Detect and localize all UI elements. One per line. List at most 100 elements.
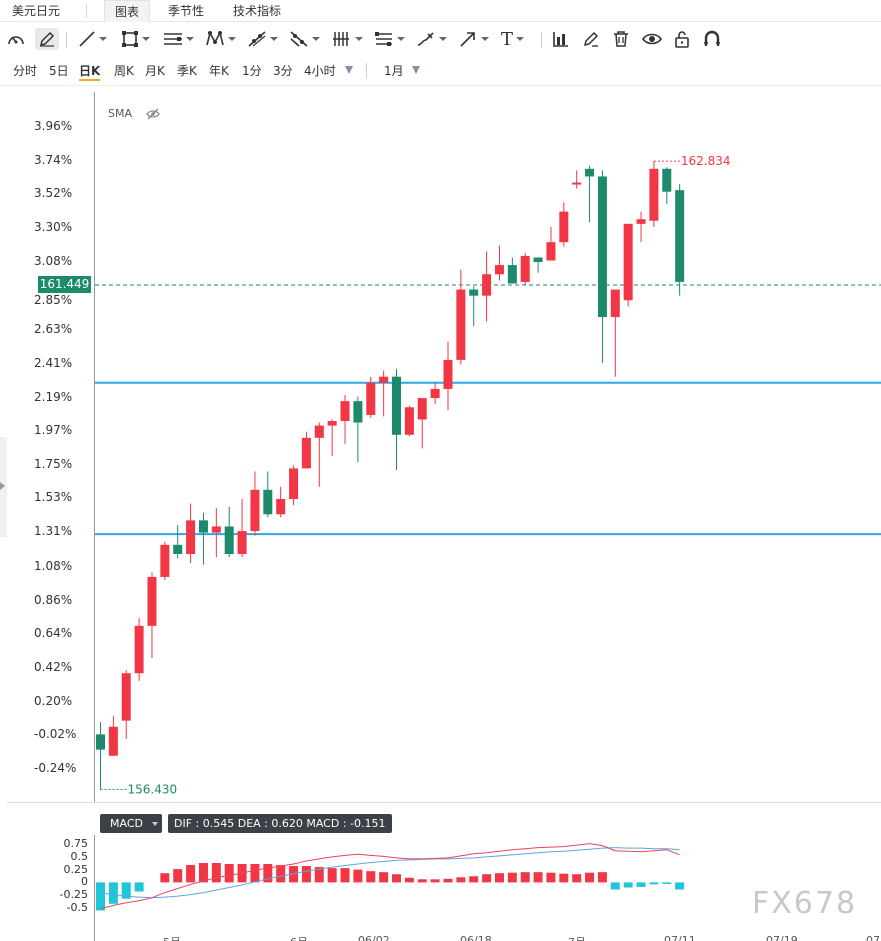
eye-off-icon[interactable] [146, 108, 160, 120]
crosshair-lines-icon[interactable] [289, 28, 320, 50]
candle-body [96, 734, 105, 750]
macd-hist-bar [276, 865, 286, 883]
tab-seasonal[interactable]: 季节性 [168, 4, 205, 18]
candle-body [456, 289, 466, 360]
macd-hist-bar [469, 876, 479, 883]
candle-body [610, 289, 620, 318]
macd-hist-bar [224, 864, 234, 883]
macd-hist-bar [211, 862, 221, 883]
tab-indicators[interactable]: 技术指标 [233, 4, 282, 18]
candle-body [366, 382, 376, 415]
y-tick-label: 1.75% [34, 456, 73, 471]
period-monthly[interactable]: 月K [145, 64, 165, 78]
y-tick-label: 0.20% [34, 693, 73, 708]
macd-hist-bar [636, 882, 646, 887]
candle-body [623, 223, 633, 301]
period-4hour[interactable]: 4小时 [304, 64, 336, 78]
trash-icon[interactable] [612, 28, 630, 50]
symbol-tab[interactable]: 美元日元 [12, 4, 61, 18]
candle-body [186, 520, 196, 554]
fib-icon[interactable] [374, 28, 405, 50]
period-daily[interactable]: 日K [79, 63, 101, 81]
macd-values: DIF : 0.545 DEA : 0.620 MACD : -0.151 [168, 814, 392, 833]
range-dropdown-icon[interactable] [412, 66, 420, 74]
y-tick-label: 3.30% [34, 219, 73, 234]
high-price-label: 162.834 [681, 154, 731, 168]
macd-hist-bar [314, 867, 324, 883]
candle-body [108, 726, 118, 756]
arrow-icon[interactable] [458, 28, 489, 50]
candle-body [224, 526, 234, 554]
macd-hist-bar [520, 872, 530, 883]
candle-body [276, 498, 286, 515]
range-selector[interactable]: 1月 [384, 64, 404, 78]
y-tick-label: 3.96% [34, 119, 73, 133]
gauge-icon[interactable] [6, 28, 26, 50]
macd-dropdown-icon[interactable] [152, 822, 158, 826]
macd-hist-bar [134, 882, 144, 892]
tab-chart[interactable]: 图表 [104, 0, 151, 22]
macd-hist-bar [289, 866, 299, 883]
pattern-icon[interactable] [205, 28, 236, 50]
macd-hist-bar [443, 878, 453, 883]
macd-hist-bar [559, 873, 569, 883]
period-weekly[interactable]: 周K [114, 64, 134, 78]
y-tick-label: 1.53% [34, 490, 73, 505]
candle-body [379, 376, 389, 383]
candle-body [160, 544, 170, 577]
macd-selector[interactable]: MACD [100, 814, 162, 833]
candle-body [443, 359, 453, 389]
candle-body [520, 255, 530, 282]
macd-hist-bar [340, 868, 350, 883]
x-axis-date: 06/18 [460, 934, 492, 941]
rectangle-icon[interactable] [121, 28, 150, 50]
candle-body [250, 489, 260, 532]
macd-hist-bar [353, 869, 363, 883]
eye-icon[interactable] [642, 28, 662, 50]
macd-y-tick: 0.5 [70, 849, 89, 863]
dif-line [100, 843, 680, 910]
x-axis-date: 5月 [163, 934, 181, 941]
y-tick-label: 1.31% [34, 524, 73, 539]
indicator-label[interactable]: SMA [108, 107, 132, 120]
line-icon[interactable] [78, 28, 107, 50]
period-quarterly[interactable]: 季K [177, 64, 197, 78]
macd-hist-bar [186, 865, 196, 883]
candle-body [134, 625, 144, 674]
candle-body [585, 168, 595, 177]
brush-icon[interactable] [416, 28, 447, 50]
horizontal-lines-icon[interactable] [163, 28, 194, 50]
stats-icon[interactable] [552, 28, 570, 50]
candle-body [173, 544, 183, 554]
candle-body [340, 401, 350, 422]
period-divider [366, 63, 367, 79]
macd-label: MACD [110, 817, 143, 830]
period-dropdown-icon[interactable] [345, 66, 353, 74]
candle-body [417, 398, 427, 420]
period-yearly[interactable]: 年K [209, 64, 229, 78]
expand-arrow-icon[interactable] [0, 482, 5, 490]
period-3min[interactable]: 3分 [273, 64, 293, 78]
candle-body [147, 576, 157, 626]
magnet-icon[interactable] [703, 28, 721, 50]
period-intraday[interactable]: 分时 [13, 64, 38, 78]
y-tick-label: -0.24% [34, 761, 77, 775]
period-5day[interactable]: 5日 [49, 64, 69, 78]
macd-hist-bar [546, 872, 556, 883]
macd-hist-bar [121, 882, 131, 899]
macd-hist-bar [456, 877, 466, 883]
candle-body [533, 257, 543, 263]
candle-body [507, 265, 517, 284]
pencil-icon[interactable] [35, 28, 59, 50]
vertical-bars-icon[interactable] [332, 28, 363, 50]
macd-hist-bar [263, 864, 273, 883]
lock-icon[interactable] [673, 28, 691, 50]
period-1min[interactable]: 1分 [242, 64, 262, 78]
candle-body [263, 489, 273, 515]
ray-icon[interactable] [247, 28, 278, 50]
candle-body [289, 468, 299, 499]
candle-body [597, 176, 607, 318]
text-icon[interactable]: T [501, 28, 525, 50]
edit-icon[interactable] [582, 28, 600, 50]
